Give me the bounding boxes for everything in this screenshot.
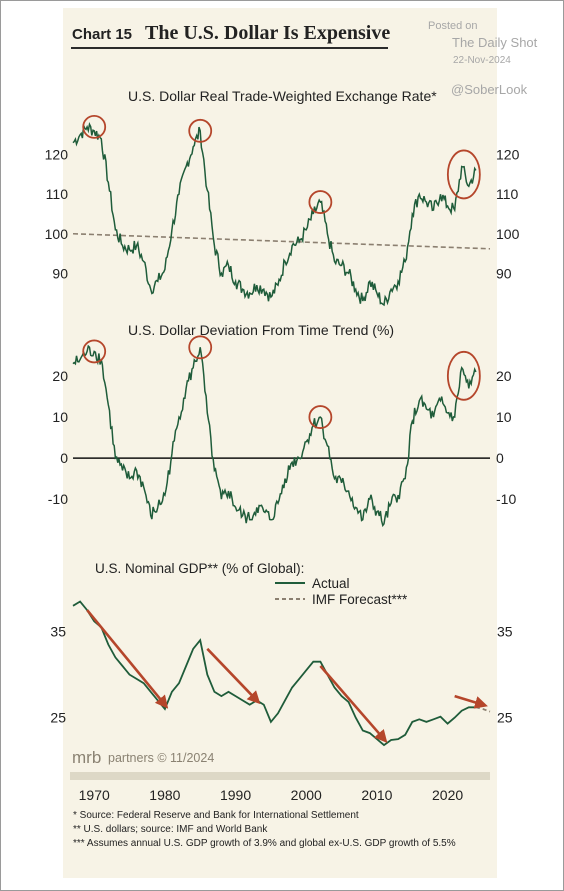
- series-actual-line-1: [72, 121, 477, 307]
- panel-title-1: U.S. Dollar Real Trade-Weighted Exchange…: [128, 88, 437, 104]
- xtick-2020: 2020: [432, 787, 463, 803]
- ytick-left-1-20: 20: [52, 368, 68, 384]
- chart-title: The U.S. Dollar Is Expensive: [145, 22, 391, 44]
- legend-actual-label: Actual: [312, 576, 350, 591]
- xtick-2010: 2010: [361, 787, 392, 803]
- time-trend-line: [72, 232, 491, 250]
- ytick-right-0-100: 100: [496, 226, 520, 242]
- ytick-left-0-120: 120: [45, 147, 69, 163]
- highlight-circle-1-2022: [446, 149, 481, 200]
- series-forecast-line: [475, 706, 491, 713]
- trend-arrow-1: [86, 609, 169, 709]
- highlight-circle-2-2022: [446, 350, 481, 401]
- panel-title-2: U.S. Dollar Deviation From Time Trend (%…: [128, 322, 394, 338]
- ytick-right-1-10: 10: [496, 409, 512, 425]
- x-axis-band: [70, 772, 490, 780]
- trend-arrow-3: [319, 665, 388, 744]
- series-actual-line-2: [72, 344, 477, 528]
- chart-page: [63, 8, 497, 878]
- ytick-right-1-20: 20: [496, 368, 512, 384]
- watermark-posted: Posted on: [428, 20, 478, 32]
- watermark-handle: @SoberLook: [451, 82, 528, 97]
- ytick-left-0-90: 90: [52, 265, 68, 281]
- panel-title-gdp: U.S. Nominal GDP** (% of Global):: [95, 561, 304, 576]
- series-actual-line-3: [72, 600, 476, 747]
- brand-logo: mrb: [72, 748, 101, 767]
- highlight-circle-1-1970: [82, 114, 107, 139]
- xtick-2000: 2000: [291, 787, 322, 803]
- brand-text: partners © 11/2024: [108, 751, 214, 765]
- ytick-right-0-120: 120: [496, 147, 520, 163]
- xtick-1990: 1990: [220, 787, 251, 803]
- highlight-circle-2-2002: [308, 405, 333, 429]
- chart-number: Chart 15: [72, 26, 133, 43]
- xtick-1980: 1980: [149, 787, 180, 803]
- ytick-left-1-10: 10: [52, 409, 68, 425]
- footnote-2: ** U.S. dollars; source: IMF and World B…: [73, 824, 268, 835]
- highlight-circle-2-1985: [188, 335, 213, 360]
- legend-forecast-label: IMF Forecast***: [312, 592, 408, 607]
- watermark-date: 22-Nov-2024: [453, 55, 511, 66]
- xtick-1970: 1970: [79, 787, 110, 803]
- footnote-1: * Source: Federal Reserve and Bank for I…: [73, 810, 359, 821]
- ytick-left-1--10: -10: [48, 491, 68, 507]
- ytick-right-0-110: 110: [496, 186, 519, 202]
- ytick-left-2-35: 35: [50, 624, 66, 640]
- ytick-right-1-0: 0: [496, 450, 504, 466]
- title-rule: [71, 47, 388, 49]
- ytick-right-2-35: 35: [497, 624, 513, 640]
- ytick-right-2-25: 25: [497, 710, 513, 726]
- trend-arrow-2: [206, 647, 261, 705]
- ytick-left-1-0: 0: [60, 450, 68, 466]
- ytick-left-2-25: 25: [50, 710, 66, 726]
- footnote-3: *** Assumes annual U.S. GDP growth of 3.…: [73, 838, 456, 849]
- highlight-circle-1-2002: [308, 190, 333, 214]
- trend-arrow-4: [454, 694, 488, 709]
- ytick-right-0-90: 90: [496, 265, 512, 281]
- ytick-left-0-110: 110: [46, 186, 69, 202]
- ytick-left-0-100: 100: [45, 226, 69, 242]
- ytick-right-1--10: -10: [496, 491, 516, 507]
- watermark-source: The Daily Shot: [452, 35, 538, 50]
- highlight-circle-1-1985: [188, 118, 213, 143]
- highlight-circle-2-1970: [82, 339, 107, 364]
